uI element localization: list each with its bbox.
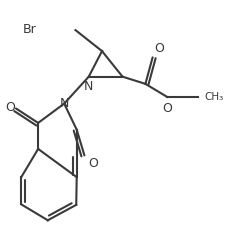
Text: N: N <box>60 97 69 110</box>
Text: CH₃: CH₃ <box>204 92 224 102</box>
Text: O: O <box>162 102 172 115</box>
Text: N: N <box>84 80 93 93</box>
Text: O: O <box>88 157 98 170</box>
Text: O: O <box>5 101 15 114</box>
Text: O: O <box>155 42 164 55</box>
Text: Br: Br <box>23 23 37 36</box>
